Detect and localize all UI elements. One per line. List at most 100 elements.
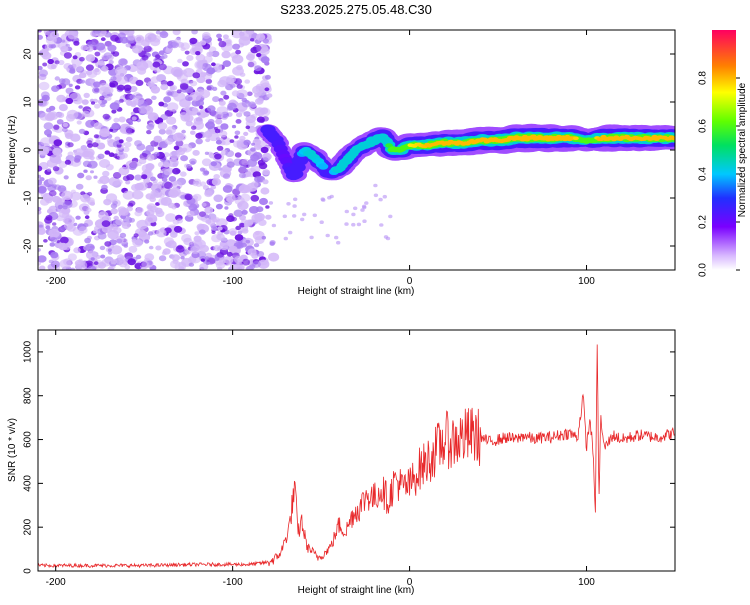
noise-speckle	[215, 203, 223, 210]
noise-speckle	[58, 104, 68, 112]
noise-speckle	[192, 149, 200, 156]
noise-speckle	[192, 72, 201, 79]
noise-speckle	[85, 54, 96, 62]
noise-speckle	[265, 214, 272, 220]
noise-speckle	[176, 89, 182, 94]
noise-speckle	[85, 175, 92, 181]
noise-speckle	[163, 96, 172, 103]
noise-speckle	[254, 65, 262, 72]
noise-speckle	[80, 194, 91, 203]
noise-speckle	[217, 37, 223, 42]
noise-speckle	[225, 83, 234, 91]
noise-speckle	[148, 245, 154, 250]
noise-speckle	[191, 30, 198, 35]
noise-speckle	[57, 185, 67, 193]
noise-speckle	[46, 112, 56, 120]
noise-speckle	[172, 68, 184, 78]
noise-speckle	[80, 44, 88, 51]
noise-speckle	[233, 255, 244, 264]
noise-speckle	[38, 255, 47, 263]
noise-speckle	[207, 105, 216, 113]
noise-speckle	[170, 231, 178, 238]
noise-speckle	[214, 256, 220, 261]
noise-speckle	[104, 241, 112, 247]
noise-speckle	[86, 46, 94, 52]
noise-speckle	[262, 38, 269, 44]
noise-speckle	[58, 78, 66, 84]
noise-speckle	[220, 90, 227, 96]
noise-speckle	[64, 133, 71, 138]
noise-speckle	[38, 165, 43, 172]
noise-speckle	[201, 158, 212, 167]
noise-speckle	[172, 167, 181, 175]
noise-speckle	[90, 257, 95, 261]
noise-speckle	[205, 261, 211, 265]
noise-speckle	[165, 213, 177, 222]
noise-speckle	[63, 175, 69, 180]
noise-speckle	[38, 210, 42, 215]
noise-speckle	[164, 137, 174, 145]
noise-speckle	[218, 100, 226, 106]
noise-speckle	[219, 242, 229, 251]
noise-speckle	[52, 166, 60, 172]
noise-speckle	[92, 229, 99, 234]
noise-speckle	[211, 234, 222, 243]
noise-speckle	[206, 84, 214, 91]
noise-speckle	[131, 184, 140, 191]
noise-speckle	[194, 231, 200, 236]
noise-speckle	[138, 158, 147, 165]
noise-speckle	[92, 142, 99, 148]
noise-speckle	[226, 161, 235, 168]
noise-speckle	[95, 42, 106, 51]
noise-speckle	[67, 151, 74, 157]
noise-speckle	[160, 196, 172, 206]
noise-speckle	[265, 205, 270, 209]
noise-speckle	[179, 112, 188, 119]
noise-speckle	[245, 239, 251, 244]
noise-speckle	[152, 61, 161, 68]
noise-speckle	[215, 261, 226, 269]
noise-speckle	[213, 194, 223, 203]
noise-speckle	[155, 245, 162, 251]
noise-speckle	[48, 228, 60, 238]
noise-speckle	[38, 174, 42, 179]
noise-speckle	[89, 245, 95, 249]
noise-speckle	[112, 172, 122, 179]
noise-speckle	[98, 211, 109, 220]
noise-speckle	[231, 216, 237, 222]
noise-speckle	[50, 251, 59, 259]
noise-speckle	[75, 65, 83, 72]
noise-speckle	[93, 134, 99, 139]
noise-speckle	[260, 146, 269, 154]
snr-frame	[37, 329, 676, 572]
snr-x-axis-label: Height of straight line (km)	[298, 585, 415, 596]
noise-speckle	[147, 112, 159, 121]
snr-ytick-label: 600	[23, 431, 34, 448]
noise-speckle	[110, 208, 118, 215]
noise-speckle	[38, 146, 50, 156]
noise-speckle	[211, 178, 221, 186]
noise-speckle	[57, 204, 64, 210]
noise-speckle	[38, 65, 43, 71]
noise-speckle	[163, 168, 172, 176]
colorbar-tick-label: 0.4	[698, 167, 709, 181]
noise-speckle	[84, 237, 91, 244]
noise-speckle	[187, 96, 193, 101]
noise-speckle	[38, 206, 42, 212]
noise-speckle	[192, 181, 199, 187]
noise-speckle	[247, 60, 257, 68]
noise-speckle	[145, 144, 155, 153]
noise-speckle	[243, 139, 251, 146]
noise-speckle	[102, 170, 110, 177]
noise-speckle	[156, 228, 167, 238]
noise-speckle	[231, 124, 237, 129]
noise-speckle	[109, 102, 120, 111]
noise-speckle	[269, 240, 276, 245]
noise-speckle	[132, 95, 145, 106]
noise-speckle	[203, 131, 213, 138]
noise-speckle	[145, 163, 154, 170]
noise-speckle	[239, 222, 246, 228]
noise-speckle	[163, 237, 175, 246]
noise-speckle	[237, 230, 243, 235]
